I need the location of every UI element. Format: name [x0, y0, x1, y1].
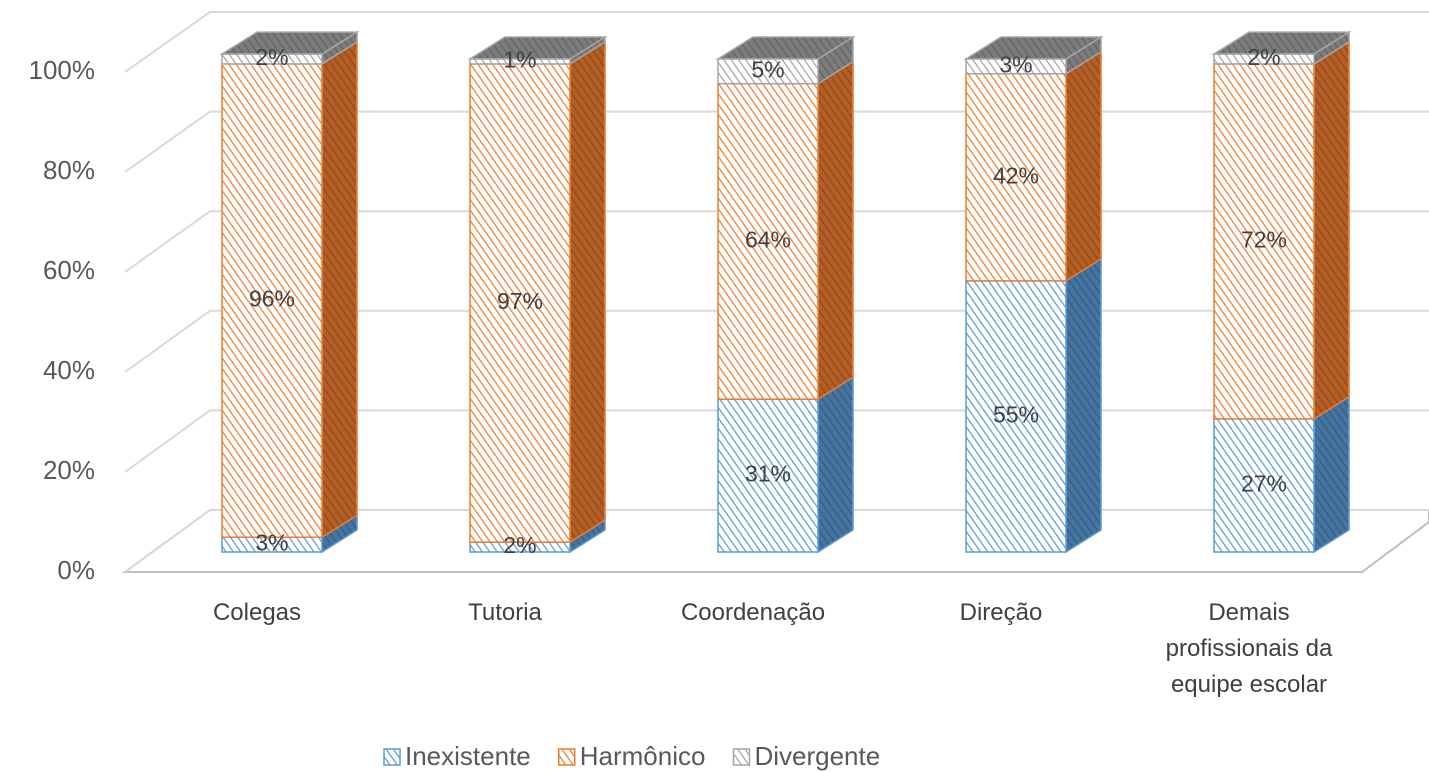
- bar-front: [717, 82, 819, 400]
- bar-front: [965, 58, 1067, 75]
- bar-segment: [467, 35, 608, 66]
- legend-label: Inexistente: [405, 741, 531, 771]
- bar-side: [569, 40, 606, 544]
- bar-front: [221, 63, 323, 538]
- y-tick-label: 0%: [57, 555, 95, 585]
- bar-front: [717, 58, 819, 85]
- bar-front: [469, 58, 571, 65]
- bar-segment: [717, 375, 854, 554]
- x-tick-label: Tutoria: [468, 599, 542, 626]
- bar-side: [817, 60, 854, 401]
- bar-side: [1065, 50, 1102, 283]
- y-tick-label: 20%: [43, 455, 95, 485]
- x-tick-label: Direção: [959, 599, 1043, 626]
- value-label: 2%: [503, 532, 536, 558]
- bar-front: [221, 53, 323, 65]
- bar-segment: [469, 40, 606, 544]
- bar-side: [817, 375, 854, 554]
- value-label: 3%: [255, 530, 288, 556]
- bar-segment: [1211, 30, 1352, 66]
- value-label: 5%: [751, 56, 784, 82]
- bar-side: [1313, 40, 1350, 421]
- bar-side: [1065, 257, 1102, 554]
- value-label: 42%: [993, 162, 1039, 188]
- bar-segment: [963, 35, 1104, 76]
- value-label: 1%: [503, 47, 536, 73]
- value-label: 2%: [255, 44, 288, 70]
- y-tick-label: 40%: [43, 355, 95, 385]
- y-tick-label: 80%: [43, 155, 95, 185]
- bar-front: [1213, 53, 1315, 65]
- value-label: 72%: [1241, 226, 1287, 252]
- y-tick-label: 60%: [43, 255, 95, 285]
- legend-label: Divergente: [754, 741, 880, 771]
- legend-swatch: [732, 748, 751, 766]
- value-label: 97%: [497, 288, 543, 314]
- y-tick-label: 100%: [29, 55, 96, 85]
- value-label: 64%: [745, 226, 791, 252]
- bar-side: [321, 40, 358, 539]
- legend-swatch: [558, 748, 576, 766]
- legend-label: Harmônico: [580, 741, 706, 771]
- bar-segment: [1213, 395, 1350, 554]
- grid-line: [124, 11, 1429, 73]
- value-label: 55%: [993, 402, 1039, 428]
- bar-segment: [965, 257, 1102, 554]
- value-label: 3%: [999, 51, 1032, 77]
- value-label: 2%: [1247, 44, 1280, 70]
- bar-segment: [219, 30, 360, 66]
- bar-front: [717, 398, 819, 553]
- x-tick-label: Coordenação: [680, 599, 826, 626]
- bar-segment: [1213, 40, 1350, 421]
- bar-front: [965, 280, 1067, 553]
- x-tick-label: Colegas: [212, 599, 302, 626]
- x-tick-label: Demais profissionais da equipe escolar: [1165, 599, 1333, 698]
- bar-side: [1313, 395, 1350, 554]
- bar-segment: [715, 35, 856, 86]
- value-label: 31%: [745, 461, 791, 487]
- bar-segment: [221, 40, 358, 539]
- bar-segment: [717, 60, 854, 401]
- value-label: 27%: [1241, 471, 1287, 497]
- bar-front: [469, 63, 571, 543]
- legend-swatch: [383, 748, 401, 766]
- bar-front: [1213, 63, 1315, 420]
- value-label: 96%: [249, 286, 295, 312]
